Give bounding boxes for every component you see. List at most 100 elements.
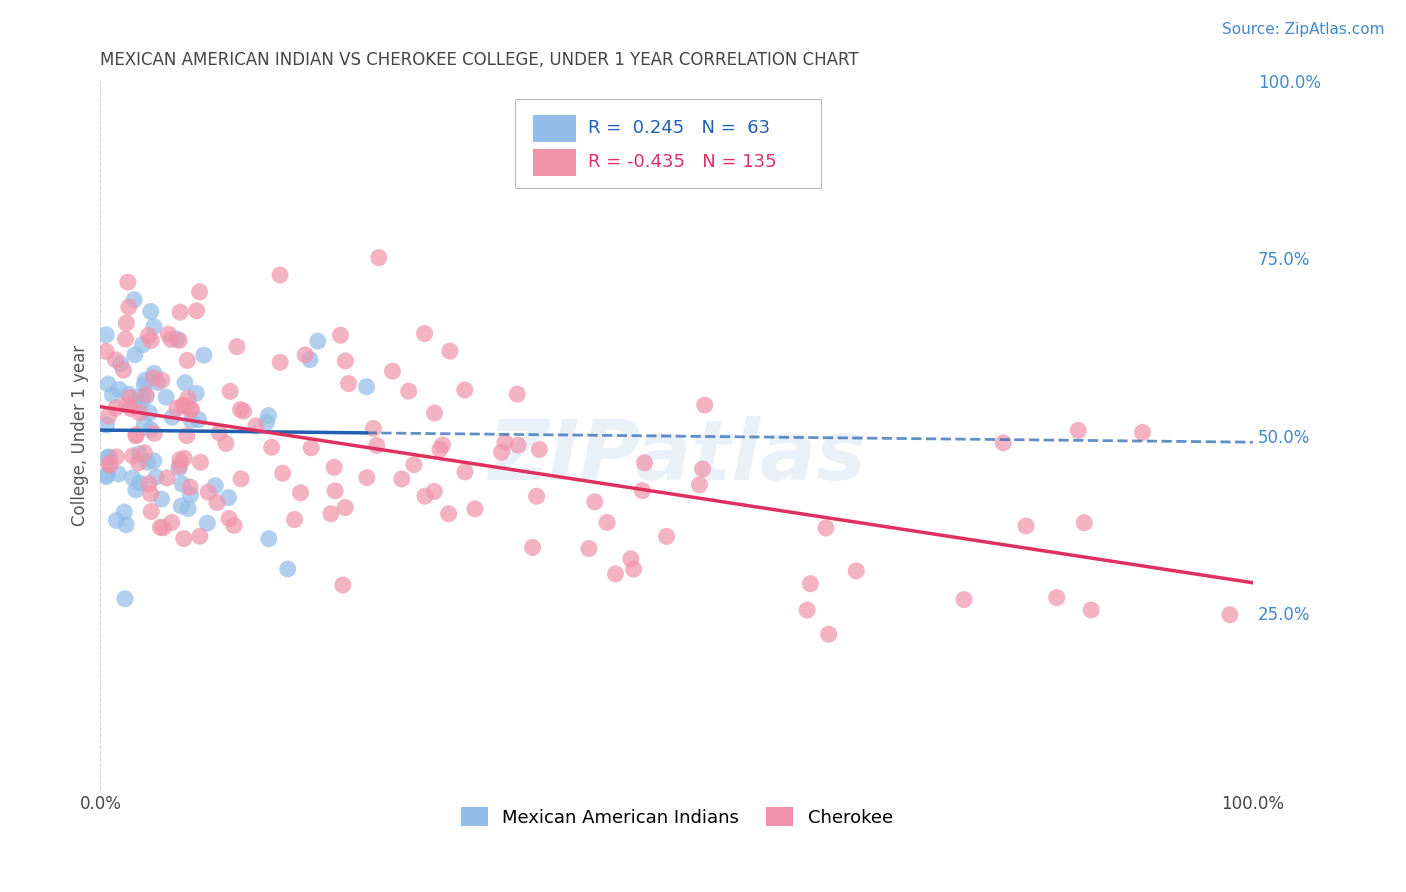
Point: [993, 435, 1015, 450]
Point: [229, 402, 252, 417]
FancyBboxPatch shape: [515, 99, 821, 187]
Point: [135, 388, 157, 402]
Point: [1219, 607, 1241, 622]
Point: [114, 332, 136, 346]
Point: [494, 435, 516, 450]
Y-axis label: College, Under 1 year: College, Under 1 year: [72, 345, 89, 526]
Point: [173, 399, 195, 413]
Point: [180, 403, 202, 417]
Point: [97, 377, 120, 392]
Point: [623, 562, 645, 576]
Text: R = -0.435   N = 135: R = -0.435 N = 135: [588, 153, 776, 171]
Point: [269, 268, 291, 282]
Point: [796, 603, 818, 617]
Point: [323, 483, 346, 498]
Point: [363, 421, 385, 435]
Legend: Mexican American Indians, Cherokee: Mexican American Indians, Cherokee: [453, 800, 900, 834]
Point: [145, 470, 167, 484]
Point: [143, 426, 166, 441]
Point: [620, 552, 643, 566]
Point: [180, 488, 202, 502]
Point: [122, 293, 145, 307]
Point: [139, 304, 162, 318]
Point: [146, 376, 169, 390]
Point: [110, 357, 132, 371]
Point: [290, 485, 312, 500]
Point: [167, 461, 190, 475]
Point: [125, 483, 148, 497]
Point: [633, 456, 655, 470]
Point: [94, 344, 117, 359]
Point: [160, 516, 183, 530]
Point: [205, 495, 228, 509]
Point: [188, 529, 211, 543]
Point: [953, 592, 976, 607]
Point: [1073, 516, 1095, 530]
Point: [138, 328, 160, 343]
Point: [439, 344, 461, 359]
Point: [215, 436, 238, 450]
Point: [413, 489, 436, 503]
Point: [169, 459, 191, 474]
Point: [128, 476, 150, 491]
Point: [141, 504, 163, 518]
Point: [135, 389, 157, 403]
Point: [105, 514, 128, 528]
Point: [693, 398, 716, 412]
Point: [232, 404, 254, 418]
Point: [1067, 423, 1090, 437]
Point: [138, 476, 160, 491]
Point: [134, 446, 156, 460]
Text: ZIPatlas: ZIPatlas: [488, 417, 866, 498]
Point: [124, 398, 146, 412]
Point: [104, 352, 127, 367]
Point: [139, 422, 162, 436]
Point: [134, 378, 156, 392]
Point: [187, 412, 209, 426]
Point: [98, 458, 121, 472]
Point: [96, 467, 118, 482]
Point: [97, 409, 120, 423]
Point: [114, 591, 136, 606]
Point: [105, 450, 128, 464]
Point: [605, 566, 627, 581]
Point: [150, 373, 173, 387]
Point: [329, 328, 352, 343]
Point: [129, 396, 152, 410]
Point: [129, 389, 152, 403]
Point: [226, 340, 249, 354]
Point: [277, 562, 299, 576]
Point: [283, 512, 305, 526]
Point: [125, 429, 148, 443]
Point: [218, 511, 240, 525]
Point: [134, 417, 156, 431]
Point: [299, 441, 322, 455]
Point: [195, 516, 218, 531]
FancyBboxPatch shape: [533, 149, 576, 176]
Point: [256, 416, 278, 430]
Point: [332, 578, 354, 592]
Point: [454, 465, 477, 479]
Point: [97, 457, 120, 471]
Point: [184, 386, 207, 401]
Point: [413, 326, 436, 341]
Point: [121, 449, 143, 463]
Point: [128, 447, 150, 461]
Point: [120, 401, 142, 416]
Point: [845, 564, 868, 578]
Text: Source: ZipAtlas.com: Source: ZipAtlas.com: [1222, 22, 1385, 37]
Point: [180, 402, 202, 417]
Point: [149, 520, 172, 534]
Point: [423, 484, 446, 499]
Point: [423, 406, 446, 420]
Point: [218, 491, 240, 505]
Point: [197, 485, 219, 500]
Point: [337, 376, 360, 391]
Point: [142, 454, 165, 468]
Point: [219, 384, 242, 399]
Point: [166, 332, 188, 346]
Point: [398, 384, 420, 399]
Point: [464, 501, 486, 516]
Point: [96, 417, 118, 432]
Point: [142, 371, 165, 385]
